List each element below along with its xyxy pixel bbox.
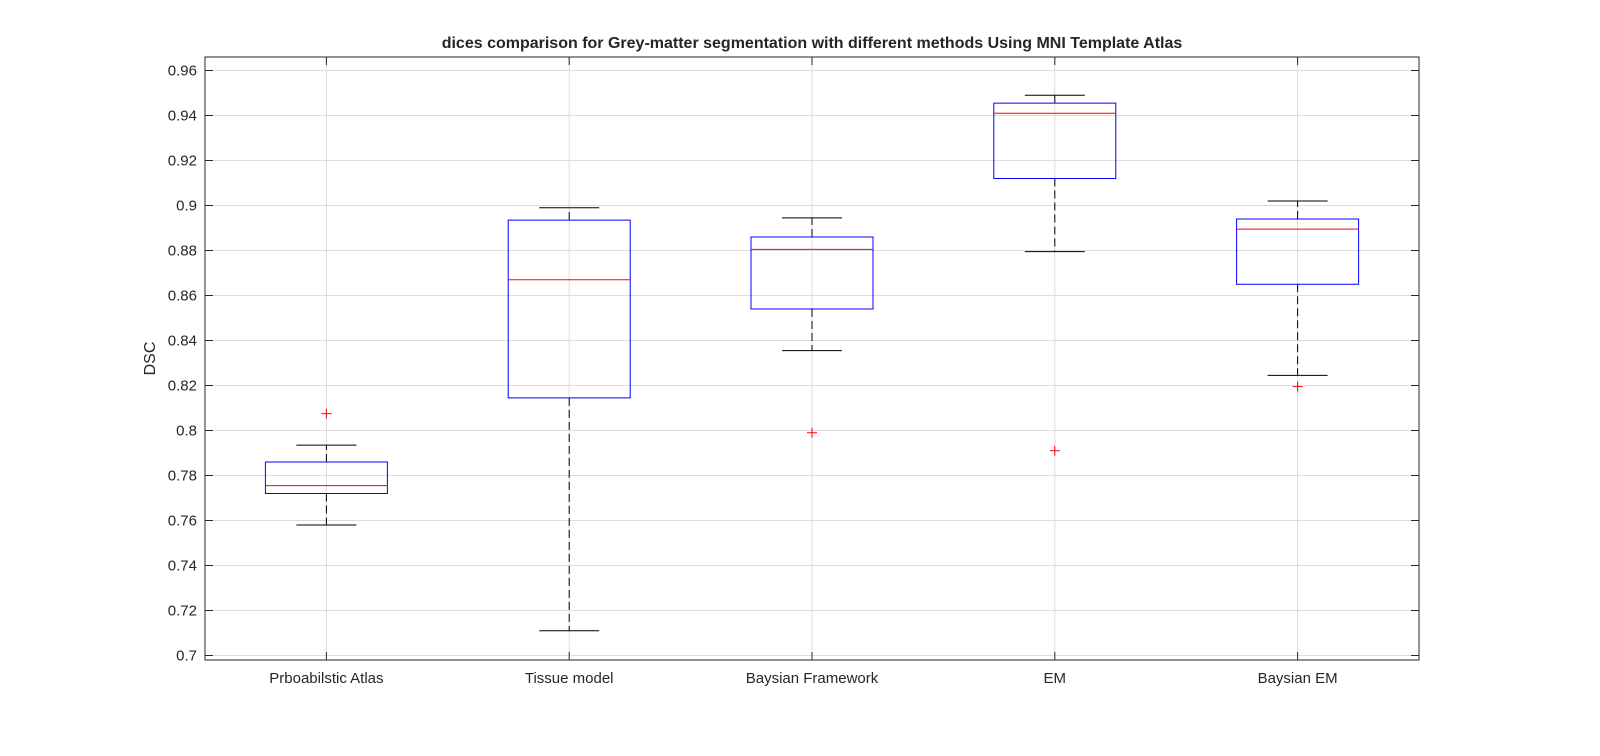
y-tick-label: 0.76 — [168, 513, 197, 530]
y-tick-label: 0.74 — [168, 558, 197, 575]
box-series — [264, 94, 1360, 632]
x-tick-label: Prboabilstic Atlas — [269, 670, 383, 687]
box-group — [1236, 200, 1360, 392]
iqr-box — [993, 102, 1117, 179]
y-axis-label: DSC — [142, 342, 159, 376]
outlier-marker — [321, 408, 332, 419]
iqr-box — [1236, 218, 1360, 285]
y-tick-label: 0.72 — [168, 603, 197, 620]
box-group — [507, 207, 631, 632]
y-tick-label: 0.82 — [168, 378, 197, 395]
y-tick-label: 0.7 — [176, 648, 197, 665]
box-group — [264, 408, 388, 526]
x-tick-label: Baysian EM — [1258, 670, 1338, 687]
outlier-marker — [1292, 381, 1303, 392]
iqr-box — [264, 461, 388, 494]
axis-ticks: 0.7 0.72 0.74 0.76 0.78 0.8 0.82 0.84 0.86 0.88 0.… — [168, 57, 1419, 687]
y-tick-label: 0.9 — [176, 198, 197, 215]
box-group — [993, 94, 1117, 456]
y-tick-label: 0.8 — [176, 423, 197, 440]
y-tick-label: 0.78 — [168, 468, 197, 485]
y-tick-label: 0.88 — [168, 243, 197, 260]
y-tick-label: 0.86 — [168, 288, 197, 305]
box-group — [750, 217, 874, 438]
outlier-marker — [807, 427, 817, 438]
y-tick-label: 0.96 — [168, 63, 197, 80]
outlier-marker — [1049, 445, 1060, 456]
chart-title: dices comparison for Grey-matter segment… — [442, 35, 1183, 52]
x-tick-label: Baysian Framework — [746, 670, 879, 687]
x-tick-label: Tissue model — [525, 670, 614, 687]
y-tick-label: 0.84 — [168, 333, 197, 350]
iqr-box — [750, 236, 874, 310]
x-tick-label: EM — [1044, 670, 1067, 687]
y-tick-label: 0.92 — [168, 153, 197, 170]
y-tick-label: 0.94 — [168, 108, 197, 125]
iqr-box — [507, 219, 631, 399]
